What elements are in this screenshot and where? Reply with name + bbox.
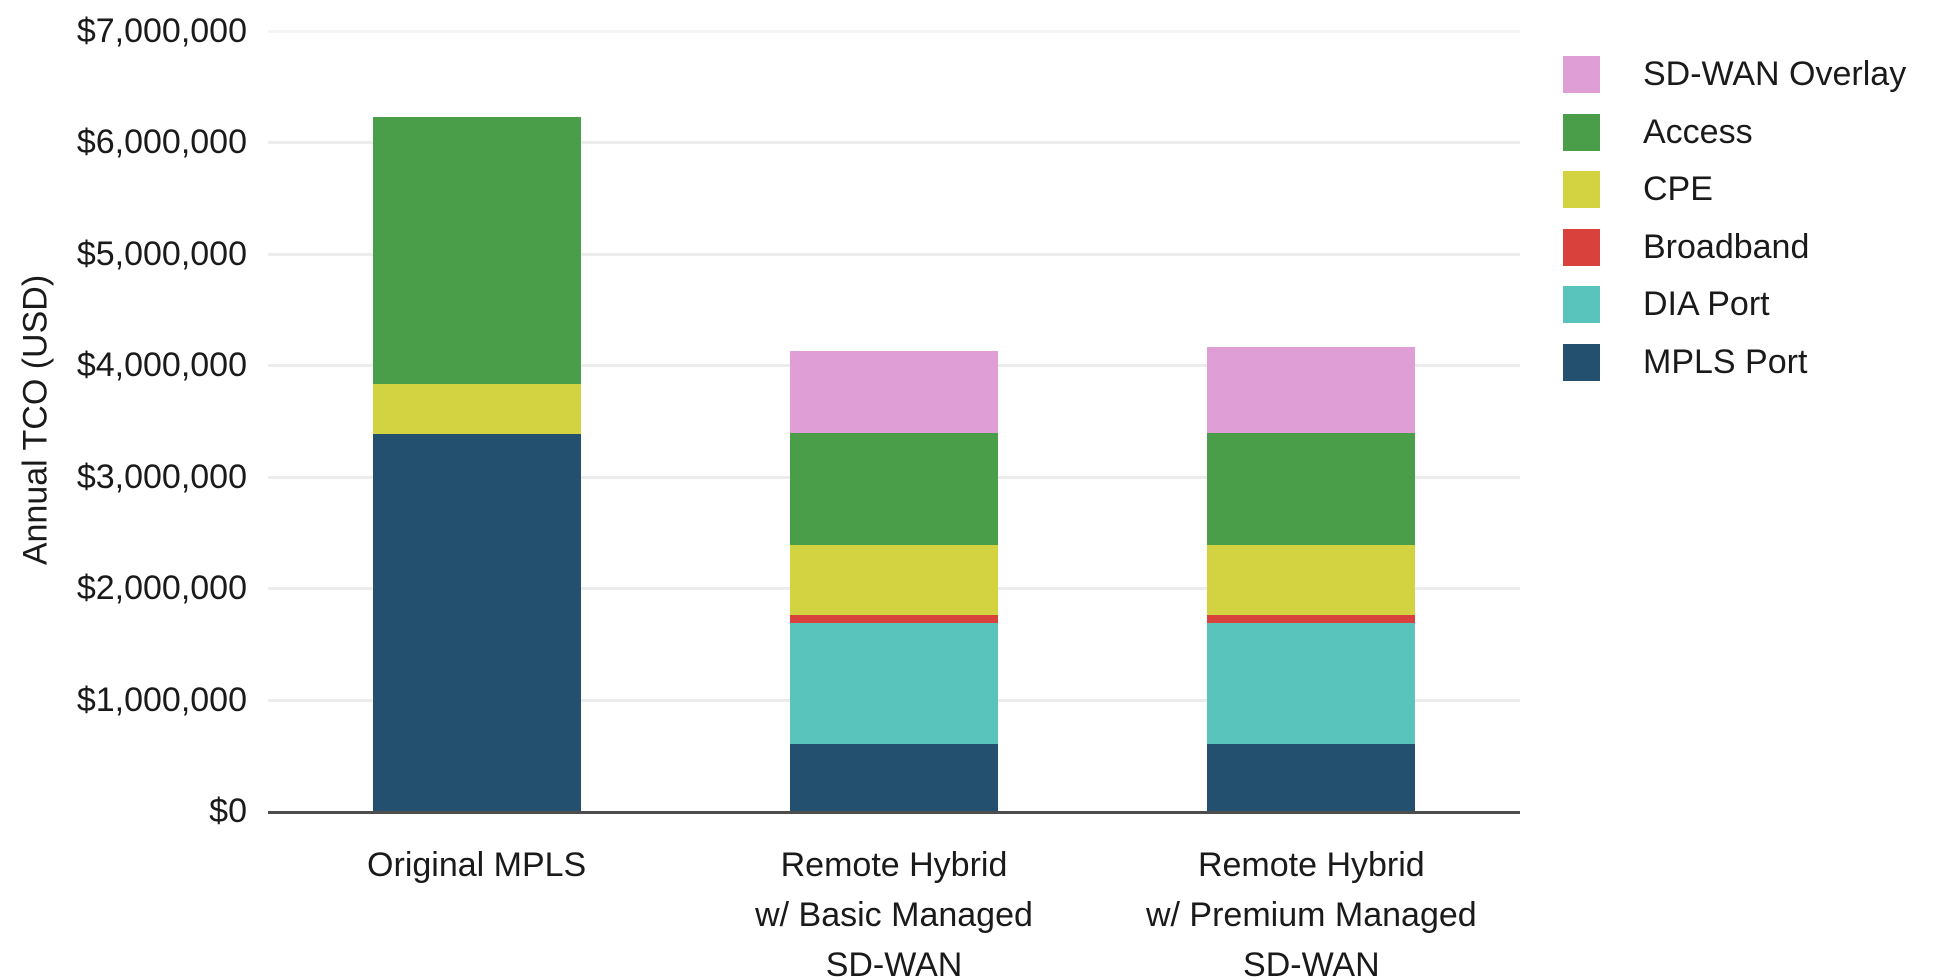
legend-label: Access <box>1643 113 1753 151</box>
legend-label: MPLS Port <box>1643 343 1808 381</box>
legend-label: DIA Port <box>1643 285 1770 323</box>
y-axis-title: Annual TCO (USD) <box>16 274 55 566</box>
y-tick-label: $3,000,000 <box>76 457 247 496</box>
x-tick-label-line: w/ Premium Managed <box>1145 896 1477 934</box>
x-tick-label-original-mpls: Original MPLS <box>217 840 737 890</box>
bar-segment-access-remote-hybrid-premium <box>1207 433 1415 545</box>
legend-swatch-broadband-icon <box>1563 229 1600 266</box>
gridline-6000000 <box>268 141 1520 145</box>
gridline-5000000 <box>268 252 1520 256</box>
x-tick-label-line: Original MPLS <box>367 846 587 884</box>
bar-segment-cpe-remote-hybrid-basic <box>790 544 998 615</box>
x-tick-label-line: w/ Basic Managed <box>755 896 1033 934</box>
bar-segment-mpls-port-original-mpls <box>373 434 581 811</box>
legend-swatch-access-icon <box>1563 114 1600 151</box>
bar-segment-access-remote-hybrid-basic <box>790 433 998 545</box>
bar-segment-sd-wan-overlay-remote-hybrid-basic <box>790 351 998 434</box>
legend-swatch-sd-wan-overlay-icon <box>1563 56 1600 93</box>
bar-segment-dia-port-remote-hybrid-premium <box>1207 622 1415 745</box>
legend-label: Broadband <box>1643 228 1810 266</box>
bar-segment-cpe-remote-hybrid-premium <box>1207 544 1415 615</box>
x-axis-line <box>268 811 1520 814</box>
bar-segment-access-original-mpls <box>373 116 581 384</box>
bar-segment-cpe-original-mpls <box>373 383 581 435</box>
y-tick-label: $7,000,000 <box>76 12 247 50</box>
y-tick-label: $4,000,000 <box>76 346 247 385</box>
x-tick-label-line: SD-WAN <box>825 946 963 980</box>
y-tick-label: $1,000,000 <box>76 680 247 719</box>
gridline-7000000 <box>268 30 1520 33</box>
legend-label: CPE <box>1643 170 1713 208</box>
bar-segment-mpls-port-remote-hybrid-basic <box>790 744 998 811</box>
bar-segment-dia-port-remote-hybrid-basic <box>790 622 998 745</box>
bar-segment-mpls-port-remote-hybrid-premium <box>1207 744 1415 811</box>
y-tick-label: $0 <box>209 792 247 830</box>
legend-label: SD-WAN Overlay <box>1643 55 1907 93</box>
y-tick-label: $5,000,000 <box>76 234 247 273</box>
x-tick-label-line: Remote Hybrid <box>780 846 1008 884</box>
x-tick-label-remote-hybrid-basic: Remote Hybrid w/ Basic Managed SD-WAN <box>634 840 1154 980</box>
bar-segment-broadband-remote-hybrid-basic <box>790 614 998 623</box>
legend-swatch-cpe-icon <box>1563 171 1600 208</box>
legend-swatch-dia-port-icon <box>1563 286 1600 323</box>
x-tick-label-line: Remote Hybrid <box>1197 846 1425 884</box>
x-tick-label-remote-hybrid-premium: Remote Hybrid w/ Premium Managed SD-WAN <box>1051 840 1571 980</box>
legend-swatch-mpls-port-icon <box>1563 344 1600 381</box>
x-tick-label-line: SD-WAN <box>1243 946 1380 980</box>
y-tick-label: $2,000,000 <box>76 569 247 608</box>
bar-segment-broadband-remote-hybrid-premium <box>1207 614 1415 623</box>
bar-segment-sd-wan-overlay-remote-hybrid-premium <box>1207 347 1415 434</box>
y-tick-label: $6,000,000 <box>76 123 247 162</box>
